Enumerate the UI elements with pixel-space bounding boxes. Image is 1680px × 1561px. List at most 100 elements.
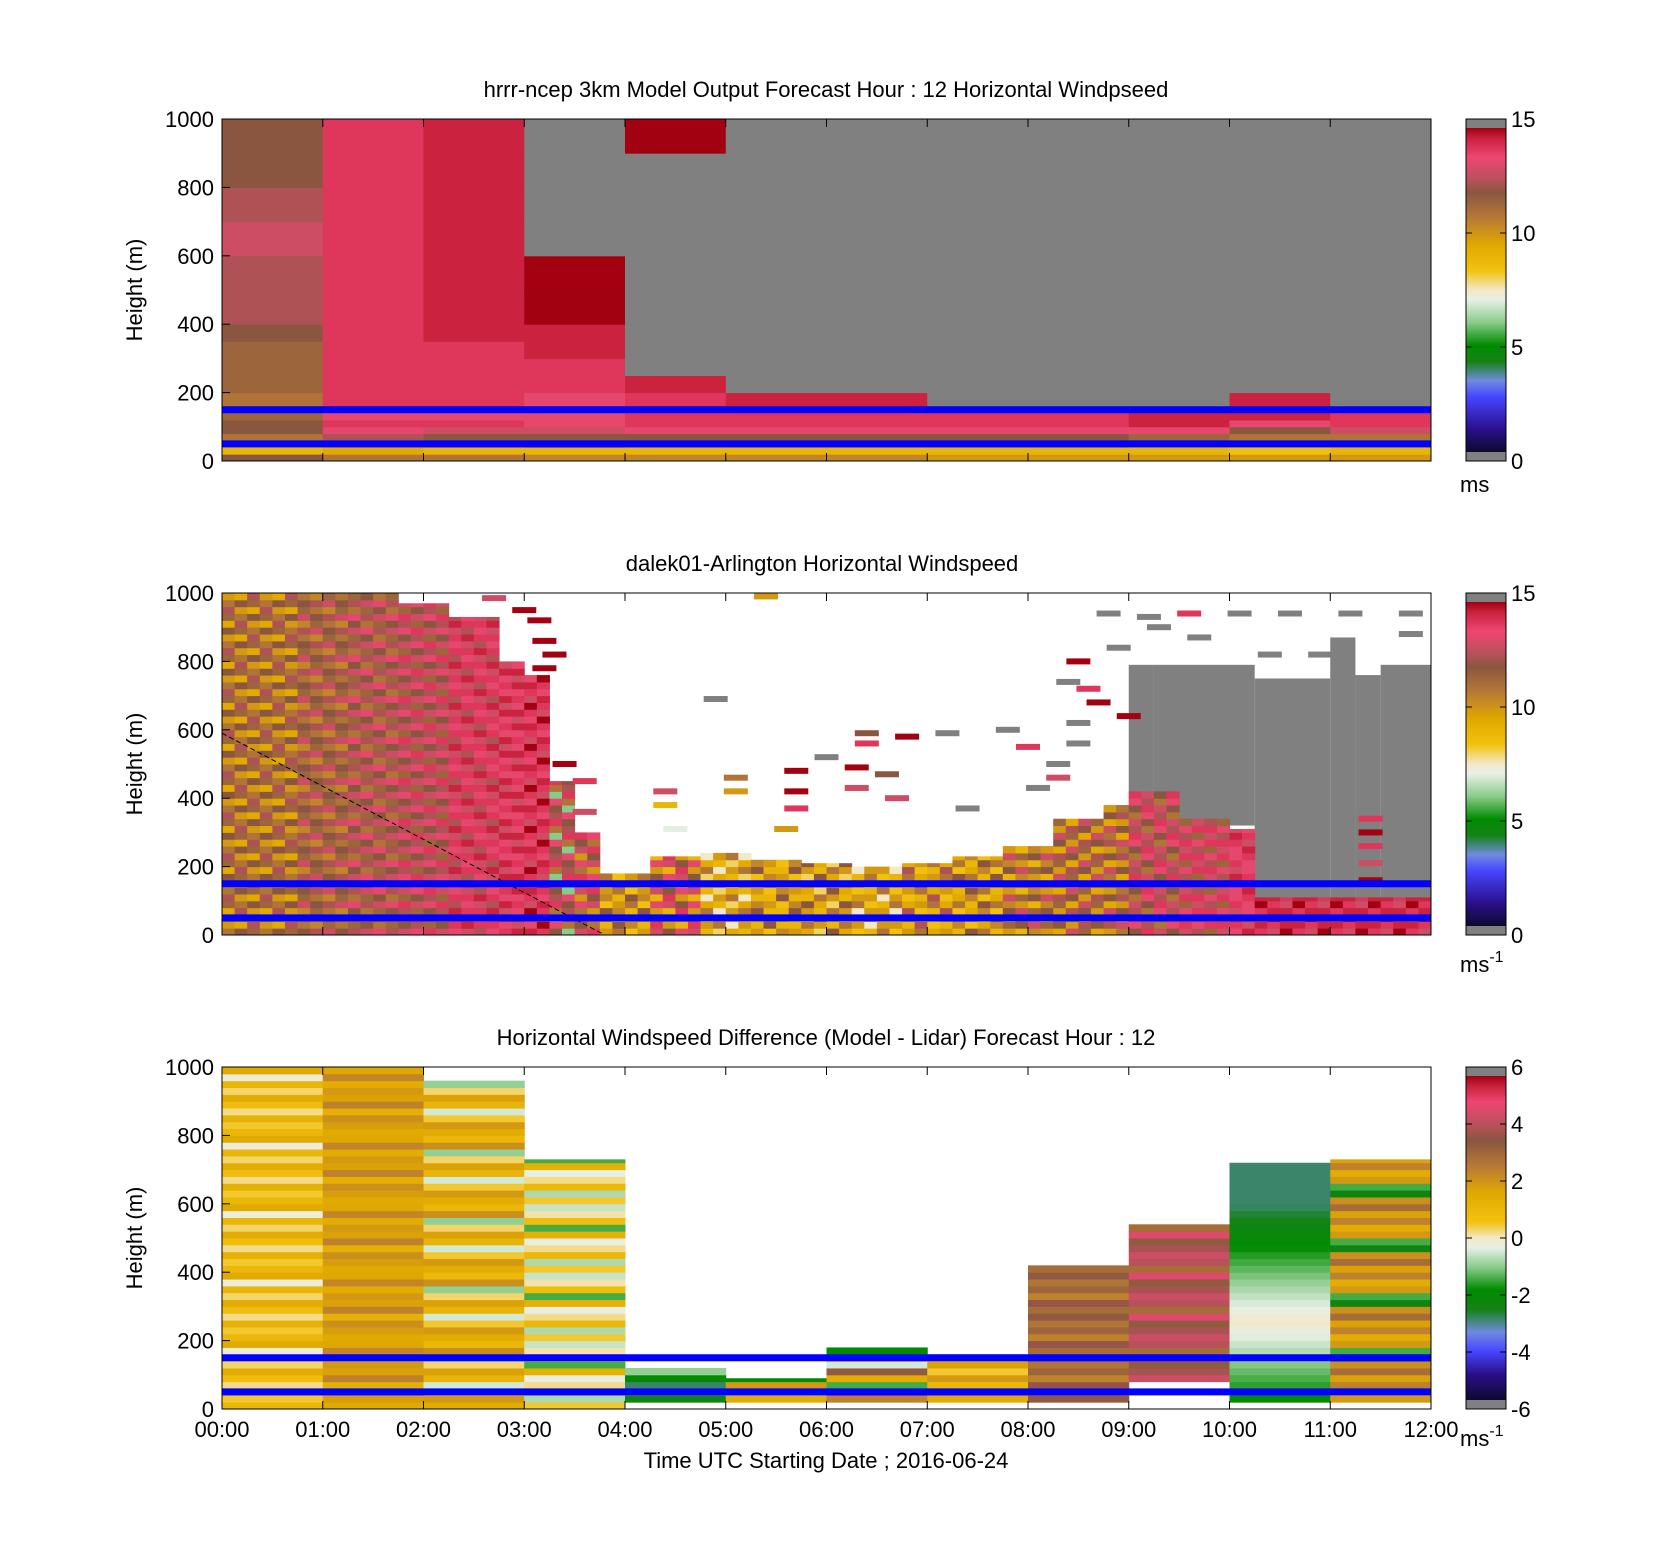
lidar-cell (524, 818, 538, 827)
lidar-cell (284, 825, 299, 833)
lidar-cell (385, 791, 399, 799)
difference-cell (725, 1381, 827, 1389)
lidar-cell (1166, 866, 1180, 874)
lidar-cell (826, 863, 840, 868)
lidar-cell (927, 921, 941, 929)
lidar-cell (536, 716, 550, 724)
difference-cell (927, 1367, 1029, 1376)
lidar-cell (1204, 928, 1218, 935)
panel-difference-title: Horizontal Windspeed Difference (Model -… (497, 1025, 1156, 1050)
lidar-cell (562, 825, 576, 833)
difference-cell (423, 1087, 525, 1095)
lidar-cell (259, 757, 273, 765)
lidar-cell (461, 866, 475, 874)
lidar-cell (398, 654, 412, 662)
lidar-cell (423, 852, 437, 861)
lidar-cell (1053, 825, 1067, 833)
lidar-cell (524, 777, 538, 786)
model-cell (725, 119, 827, 154)
lidar-cell (473, 716, 487, 724)
lidar-cell (385, 599, 399, 608)
lidar-cell (310, 729, 324, 738)
lidar-cell (234, 599, 248, 608)
lidar-cell (1229, 866, 1243, 874)
lidar-cell (1015, 907, 1029, 915)
lidar-cell (322, 681, 336, 690)
difference-cell (222, 1135, 324, 1143)
lidar-cell (1103, 928, 1117, 935)
difference-cell (423, 1320, 525, 1328)
lidar-cell (562, 811, 576, 820)
difference-cell (1128, 1258, 1230, 1266)
lidar-cell (524, 791, 538, 799)
lidar-cell (511, 709, 525, 717)
lidar-cell (322, 893, 336, 902)
lidar-cell (1342, 900, 1356, 909)
lidar-cell (1103, 893, 1117, 902)
panel-lidar-cells (222, 593, 1431, 935)
difference-cell (1028, 1279, 1130, 1287)
lidar-sparse-return (935, 730, 960, 737)
lidar-cell (1179, 825, 1193, 833)
lidar-cell (272, 907, 286, 915)
model-cell (625, 187, 727, 223)
model-cell (1028, 375, 1130, 394)
lidar-cell (373, 668, 387, 676)
lidar-cell (284, 764, 299, 772)
lidar-cell (448, 784, 462, 792)
difference-cell (322, 1121, 424, 1130)
model-cell (423, 358, 525, 376)
lidar-cell (1191, 859, 1205, 868)
lidar-cell (1103, 839, 1117, 847)
lidar-cell (473, 859, 487, 868)
lidar-cell (499, 675, 513, 683)
lidar-cell (574, 873, 588, 881)
lidar-cell (1128, 818, 1142, 827)
model-cell (222, 454, 324, 461)
lidar-cell (486, 846, 500, 854)
lidar-cell (272, 599, 286, 608)
lidar-cell (272, 716, 286, 724)
lidar-cell (713, 873, 727, 881)
lidar-cell (234, 709, 248, 717)
lidar-cell (1179, 887, 1193, 895)
lidar-cell (1254, 900, 1268, 909)
lidar-cell (310, 893, 324, 902)
lidar-cell (914, 873, 928, 881)
lidar-cell (373, 928, 387, 935)
lidar-cell (373, 654, 387, 662)
lidar-cell (599, 893, 613, 902)
lidar-cell (297, 825, 311, 833)
lidar-cell (511, 846, 525, 854)
lidar-cell (1141, 866, 1155, 874)
lidar-cell (1015, 859, 1029, 868)
lidar-cell (486, 907, 500, 915)
lidar-cell (1216, 928, 1230, 935)
lidar-cell (247, 893, 261, 902)
lidar-cell (1090, 921, 1105, 929)
lidar-cell (1040, 928, 1054, 935)
lidar-cell (952, 859, 966, 868)
difference-cell (1028, 1395, 1130, 1403)
lidar-cell (1028, 928, 1042, 935)
model-cell (927, 341, 1029, 359)
lidar-cell (801, 887, 815, 895)
x-tick-label: 11:00 (1304, 1417, 1357, 1442)
lidar-cell (486, 647, 500, 656)
lidar-cell (1153, 907, 1168, 915)
lidar-cell (499, 893, 513, 902)
lidar-cell (410, 770, 424, 779)
difference-cell (1229, 1279, 1331, 1287)
lidar-cell (234, 675, 248, 683)
difference-cell (1330, 1292, 1431, 1301)
lidar-cell (360, 757, 374, 765)
difference-cell (423, 1080, 525, 1089)
lidar-cell (222, 791, 236, 799)
lidar-cell (1216, 818, 1230, 827)
difference-cell (423, 1210, 525, 1218)
difference-cell (524, 1210, 626, 1218)
lidar-cell (1393, 921, 1407, 929)
lidar-cell (1305, 907, 1319, 915)
lidar-cell (448, 616, 462, 621)
lidar-cell (310, 777, 324, 786)
